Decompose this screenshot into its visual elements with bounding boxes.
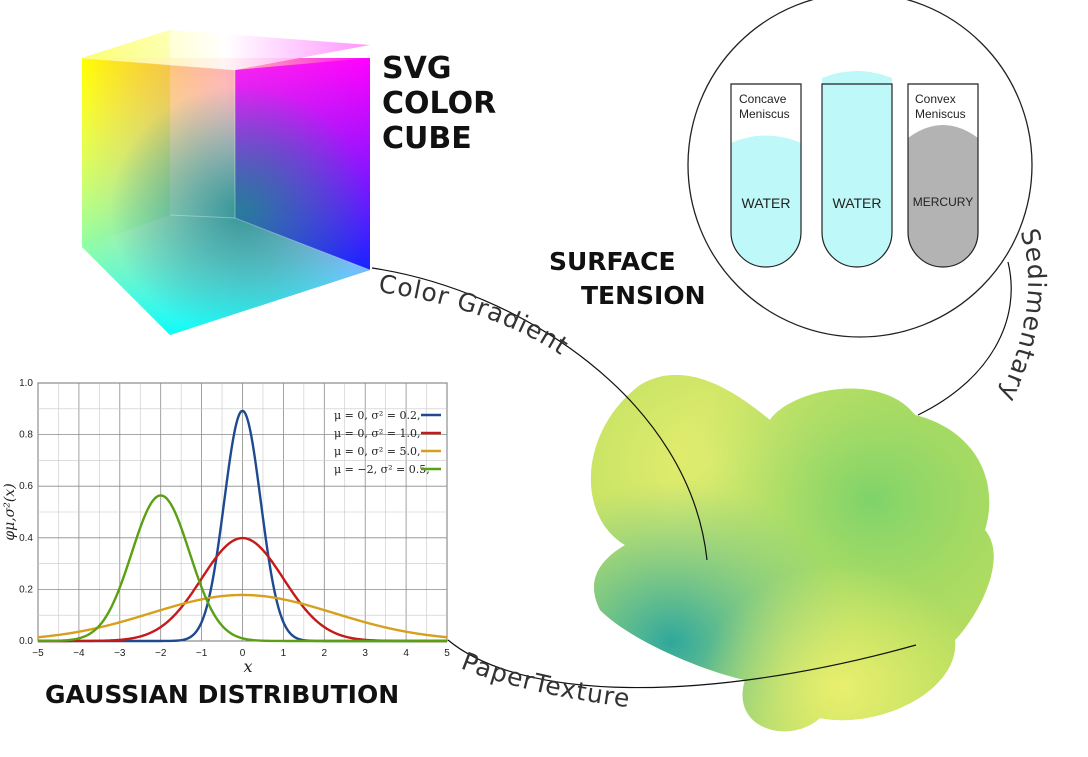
cube-title-line2: COLOR: [382, 86, 496, 121]
x-tick-label: 5: [444, 648, 450, 659]
tube3-caption-line1: Convex: [915, 92, 956, 106]
sedimentary-connector: [917, 261, 1012, 416]
x-tick-label: −5: [32, 648, 44, 659]
x-tick-label: 2: [322, 648, 328, 659]
tube-flat: WATER: [821, 71, 893, 268]
y-tick-label: 0.6: [19, 481, 33, 492]
y-axis-label: φμ,σ²(x): [2, 483, 18, 540]
tube1-caption-line2: Meniscus: [739, 107, 790, 121]
gaussian-chart: −5 −4 −3 −2 −1 0 1 2 3 4 5 0.0 0.2 0.4 0.6 0.8 1.0 μ = 0…: [2, 378, 450, 676]
curves: [37, 409, 448, 643]
series-line-2: [37, 593, 448, 639]
tick-labels: −5 −4 −3 −2 −1 0 1 2 3 4 5 0.0 0.2 0.4 0.6 0.8 1.0: [19, 378, 450, 659]
watercolor-blob: [590, 374, 994, 732]
series-line-3: [38, 494, 447, 643]
gaussian-title: GAUSSIAN DISTRIBUTION: [45, 680, 399, 709]
x-tick-label: −2: [155, 648, 167, 659]
x-tick-label: −1: [196, 648, 208, 659]
legend-label-2: μ = 0, σ² = 5.0,: [334, 445, 420, 458]
x-tick-label: −4: [73, 648, 85, 659]
y-tick-label: 1.0: [19, 378, 33, 389]
legend: μ = 0, σ² = 0.2, μ = 0, σ² = 1.0, μ = 0, σ…: [334, 409, 441, 476]
tube-concave: Concave Meniscus WATER: [730, 83, 802, 268]
color-gradient-label: Color Gradient: [377, 269, 574, 361]
color-cube: [81, 30, 371, 335]
grid-lines: [37, 382, 448, 642]
cube-title-line1: SVG: [382, 51, 451, 86]
tube3-caption-line2: Meniscus: [915, 107, 966, 121]
legend-label-3: μ = −2, σ² = 0.5,: [334, 463, 430, 476]
surface-title-line2: TENSION: [581, 281, 706, 310]
x-tick-label: −3: [114, 648, 126, 659]
x-tick-label: 0: [240, 648, 246, 659]
tube1-caption-line1: Concave: [739, 92, 787, 106]
x-tick-label: 3: [362, 648, 368, 659]
y-tick-label: 0.4: [19, 533, 33, 544]
legend-label-0: μ = 0, σ² = 0.2,: [334, 409, 420, 422]
tube-convex: Convex Meniscus MERCURY: [907, 83, 979, 268]
surface-title-line1: SURFACE: [549, 247, 676, 276]
x-tick-label: 4: [403, 648, 409, 659]
x-axis-label: x: [243, 657, 252, 676]
y-tick-label: 0.0: [19, 636, 33, 647]
legend-label-1: μ = 0, σ² = 1.0,: [334, 427, 420, 440]
color-gradient-connector: [371, 267, 708, 561]
paper-texture-label: PaperTexture: [458, 647, 633, 714]
tube3-liquid-label: MERCURY: [913, 195, 973, 209]
x-tick-label: 1: [281, 648, 287, 659]
tube1-liquid-label: WATER: [742, 195, 791, 211]
y-tick-label: 0.8: [19, 430, 33, 441]
y-tick-label: 0.2: [19, 584, 33, 595]
cube-title-line3: CUBE: [382, 121, 472, 156]
paper-texture-connector: [447, 639, 917, 689]
tube2-liquid-label: WATER: [833, 195, 882, 211]
